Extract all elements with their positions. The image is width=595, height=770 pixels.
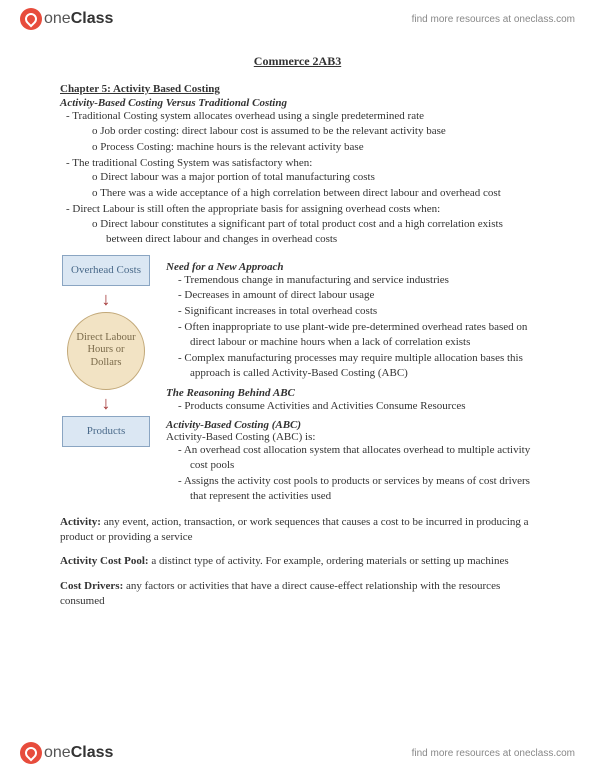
definition-activity: Activity: any event, action, transaction… — [60, 515, 535, 545]
term: Activity Cost Pool: — [60, 555, 149, 567]
logo-icon — [20, 742, 42, 764]
logo-text: oneClass — [44, 744, 113, 762]
chapter-heading: Chapter 5: Activity Based Costing — [60, 83, 535, 95]
list-item: Direct labour was a major portion of tot… — [106, 170, 535, 185]
list-item: The traditional Costing System was satis… — [78, 156, 535, 202]
section-heading: Activity-Based Costing Versus Traditiona… — [60, 97, 535, 109]
flow-diagram: Overhead Costs ↓ Direct Labour Hours or … — [60, 255, 152, 505]
subheading-need: Need for a New Approach — [166, 261, 535, 273]
list-item: Significant increases in total overhead … — [190, 304, 535, 319]
term: Cost Drivers: — [60, 580, 123, 592]
list-item: Job order costing: direct labour cost is… — [106, 124, 535, 139]
bullet-list: Traditional Costing system allocates ove… — [60, 109, 535, 247]
diagram-box-products: Products — [62, 416, 150, 447]
logo: oneClass — [20, 742, 113, 764]
definition-drivers: Cost Drivers: any factors or activities … — [60, 579, 535, 609]
diagram-box-overhead: Overhead Costs — [62, 255, 150, 286]
logo-icon — [20, 8, 42, 30]
header-link[interactable]: find more resources at oneclass.com — [412, 14, 575, 25]
footer-bar: oneClass find more resources at oneclass… — [0, 742, 595, 764]
list-item: Products consume Activities and Activiti… — [190, 399, 535, 414]
list-item: Assigns the activity cost pools to produ… — [190, 474, 535, 504]
list-item: Direct Labour is still often the appropr… — [78, 202, 535, 247]
subheading-reason: The Reasoning Behind ABC — [166, 387, 535, 399]
list-item: Tremendous change in manufacturing and s… — [190, 273, 535, 288]
list-item: Direct labour constitutes a significant … — [106, 217, 535, 247]
footer-link[interactable]: find more resources at oneclass.com — [412, 748, 575, 759]
list-item: An overhead cost allocation system that … — [190, 443, 535, 473]
right-column: Need for a New Approach Tremendous chang… — [166, 255, 535, 505]
term: Activity: — [60, 516, 101, 528]
arrow-down-icon: ↓ — [102, 290, 111, 308]
subheading-abc: Activity-Based Costing (ABC) — [166, 419, 535, 431]
page-content: Commerce 2AB3 Chapter 5: Activity Based … — [0, 34, 595, 609]
list-item: Decreases in amount of direct labour usa… — [190, 288, 535, 303]
page-title: Commerce 2AB3 — [60, 54, 535, 69]
logo: oneClass — [20, 8, 113, 30]
diagram-circle-labour: Direct Labour Hours or Dollars — [67, 312, 145, 390]
arrow-down-icon: ↓ — [102, 394, 111, 412]
logo-text: oneClass — [44, 10, 113, 28]
list-item: Traditional Costing system allocates ove… — [78, 109, 535, 155]
list-item: Complex manufacturing processes may requ… — [190, 351, 535, 381]
list-item: There was a wide acceptance of a high co… — [106, 186, 535, 201]
two-column: Overhead Costs ↓ Direct Labour Hours or … — [60, 255, 535, 505]
list-item: Often inappropriate to use plant-wide pr… — [190, 320, 535, 350]
header-bar: oneClass find more resources at oneclass… — [0, 0, 595, 34]
abc-intro: Activity-Based Costing (ABC) is: — [166, 431, 535, 443]
definition-pool: Activity Cost Pool: a distinct type of a… — [60, 554, 535, 569]
list-item: Process Costing: machine hours is the re… — [106, 140, 535, 155]
